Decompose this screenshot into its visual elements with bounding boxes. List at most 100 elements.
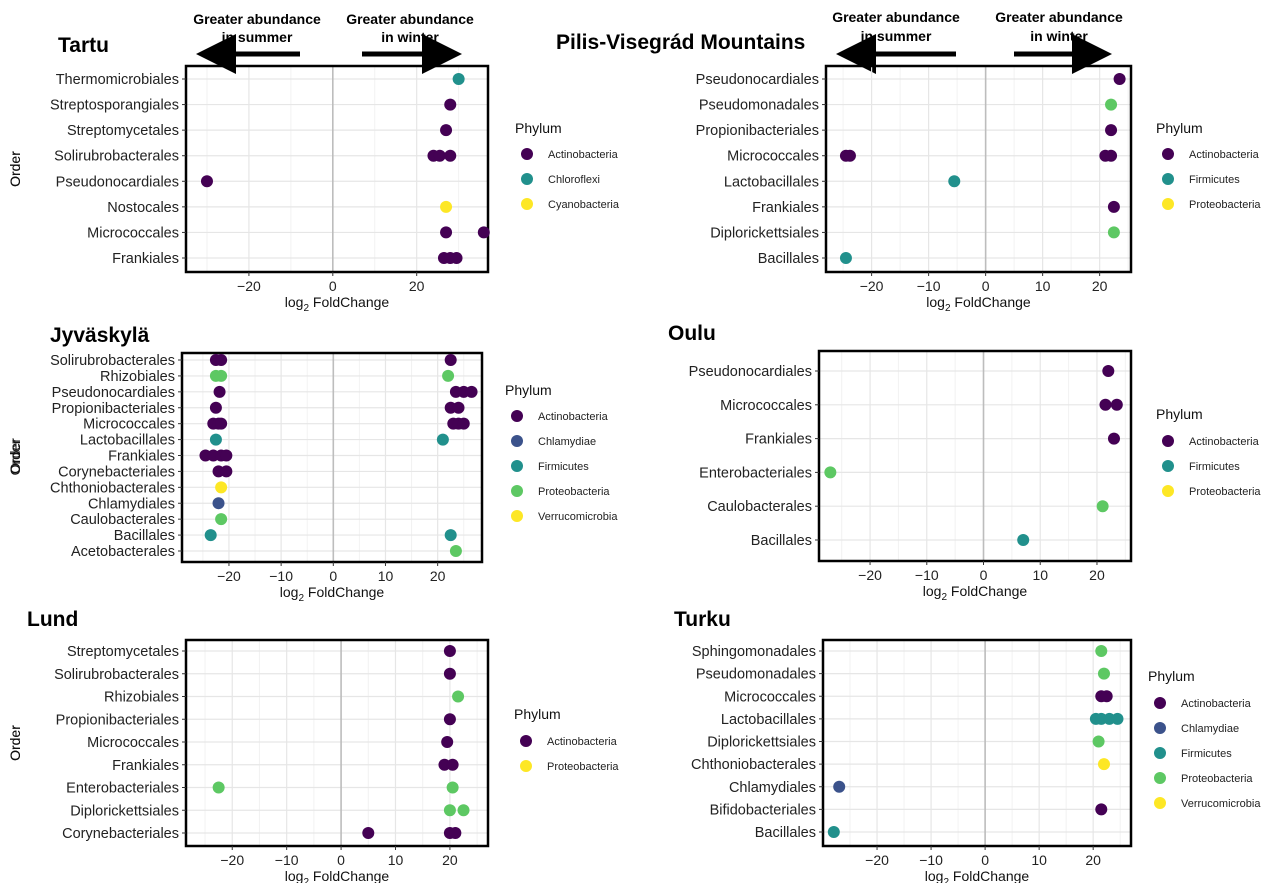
lund-ytick-label: Diplorickettsiales [70,803,179,819]
jyvaskyla-ytick-label: Micrococcales [83,417,175,433]
pilis-visegrad-mountains-ytick-label: Pseudomonadales [699,98,819,114]
oulu-xtick-label: −10 [915,567,939,583]
lund-point-propionibacteriales [443,713,456,726]
pilis-winter-label-line2: in winter [1030,28,1088,44]
tartu-legend-label-cyanobacteria: Cyanobacteria [548,199,620,211]
oulu-xtick-label: 10 [1032,567,1048,583]
oulu-ytick-label: Caulobacterales [707,499,812,515]
pilis-visegrad-mountains-point-micrococcales [1105,149,1118,162]
lund-point-enterobacteriales [446,781,459,794]
tartu-ytick-label: Nostocales [107,200,179,216]
lund-xaxis-title: log2 FoldChange [285,868,390,883]
lund-ytick-label: Propionibacteriales [56,712,179,728]
turku-point-bifidobacteriales [1095,803,1108,816]
oulu-title: Oulu [668,322,716,345]
turku-xaxis-title: log2 FoldChange [925,868,1030,883]
jyvaskyla-point-caulobacterales [215,513,228,526]
jyvaskyla-legend-swatch-chlamydiae [511,435,523,447]
pilis-visegrad-mountains-xtick-label: −10 [917,278,941,294]
pilis-visegrad-mountains-legend-title: Phylum [1156,120,1203,136]
oulu-xtick-label: −20 [858,567,882,583]
tartu-summer-label-line2: in summer [222,29,293,45]
jyvaskyla-ytick-label: Chthoniobacterales [50,480,175,496]
turku-ytick-label: Micrococcales [724,689,816,705]
tartu-legend-swatch-actinobacteria [521,148,533,160]
turku-point-pseudomonadales [1097,667,1110,680]
jyvaskyla-xtick-label: 0 [329,568,337,584]
jyvaskyla-xtick-label: 20 [430,568,446,584]
oulu-ytick-label: Enterobacteriales [699,465,812,481]
jyvaskyla-point-solirubrobacterales [444,354,457,366]
lund-legend: Phylum Actinobacteria Proteobacteria [514,706,619,773]
tartu-legend: Phylum Actinobacteria Chloroflexi Cyanobact… [515,120,620,211]
turku-point-sphingomonadales [1095,645,1108,657]
tartu-ytick-label: Frankiales [112,251,179,267]
lund-ytick-label: Corynebacteriales [62,826,179,842]
turku-point-chthoniobacterales [1097,758,1110,771]
turku-legend-label-actinobacteria: Actinobacteria [1181,698,1252,710]
lund-yaxis-title: Order [7,725,23,761]
turku-xtick-label: −10 [919,852,943,868]
jyvaskyla-plot-border [180,351,484,564]
tartu-ytick-label: Micrococcales [87,225,179,241]
turku-point-micrococcales [1100,690,1113,703]
jyvaskyla-legend-label-chlamydiae: Chlamydiae [538,436,596,448]
jyvaskyla-ytick-label: Corynebacteriales [58,464,175,480]
tartu-ytick-label: Thermomicrobiales [56,72,179,88]
lund-plot-border [184,638,490,848]
pilis-visegrad-mountains-point-pseudomonadales [1105,98,1118,111]
turku-point-lactobacillales [1111,712,1124,725]
jyvaskyla-legend-label-proteobacteria: Proteobacteria [538,486,610,498]
pilis-visegrad-mountains-point-frankiales [1107,200,1120,213]
lund-legend-swatch-actinobacteria [520,735,532,747]
lund-point-streptomycetales [443,645,456,657]
tartu-yaxis-title: Order [7,151,23,187]
jyvaskyla-legend-title: Phylum [505,382,552,398]
lund-point-corynebacteriales [449,827,462,839]
oulu-xtick-label: 0 [980,567,988,583]
turku-xtick-label: 10 [1031,852,1047,868]
pilis-summer-label-line2: in summer [861,28,932,44]
jyvaskyla-point-micrococcales [457,417,470,430]
tartu-xtick-label: 20 [409,278,425,294]
turku-legend-swatch-actinobacteria [1154,697,1166,709]
tartu-ytick-label: Solirubrobacterales [54,149,179,165]
jyvaskyla-point-bacillales [444,529,457,542]
oulu-point-enterobacteriales [824,466,837,479]
oulu-legend-label-proteobacteria: Proteobacteria [1189,486,1261,498]
lund-ytick-label: Rhizobiales [104,690,179,706]
jyvaskyla-point-propionibacteriales [452,401,465,414]
tartu-point-solirubrobacterales [433,149,446,162]
tartu-point-streptosporangiales [444,98,457,111]
turku-legend-label-chlamydiae: Chlamydiae [1181,723,1239,735]
tartu-xtick-label: 0 [329,278,337,294]
lund-legend-title: Phylum [514,706,561,722]
jyvaskyla-ytick-label: Acetobacterales [71,544,175,560]
tartu-legend-swatch-cyanobacteria [521,198,533,210]
pilis-visegrad-mountains-ytick-label: Pseudonocardiales [696,72,819,88]
pilis-winter-label-line1: Greater abundance [995,9,1123,25]
tartu-point-pseudonocardiales [200,175,213,188]
lund-legend-label-proteobacteria: Proteobacteria [547,761,619,773]
jyvaskyla-ytick-label: Solirubrobacterales [50,353,175,369]
pilis-visegrad-mountains-legend-label-actinobacteria: Actinobacteria [1189,149,1260,161]
turku-title: Turku [674,608,731,631]
tartu-ytick-label: Streptomycetales [67,123,179,139]
turku-xtick-label: 20 [1085,852,1101,868]
turku-ytick-label: Chlamydiales [729,780,816,796]
tartu-ytick-label: Streptosporangiales [50,98,179,114]
turku-ytick-label: Lactobacillales [721,712,816,728]
oulu-yaxis-title: Order [7,438,23,474]
jyvaskyla-point-solirubrobacterales [215,354,228,366]
jyvaskyla-ytick-label: Lactobacillales [80,433,175,449]
lund-legend-swatch-proteobacteria [520,760,532,772]
lund-point-corynebacteriales [362,827,375,839]
pilis-visegrad-mountains-point-bacillales [839,252,852,264]
oulu-ytick-label: Frankiales [745,432,812,448]
turku-legend-label-proteobacteria: Proteobacteria [1181,773,1253,785]
turku-legend-label-firmicutes: Firmicutes [1181,748,1232,760]
jyvaskyla-point-bacillales [204,529,217,542]
oulu-point-frankiales [1107,432,1120,445]
tartu-point-micrococcales [440,226,453,239]
jyvaskyla-ytick-label: Bacillales [114,528,175,544]
